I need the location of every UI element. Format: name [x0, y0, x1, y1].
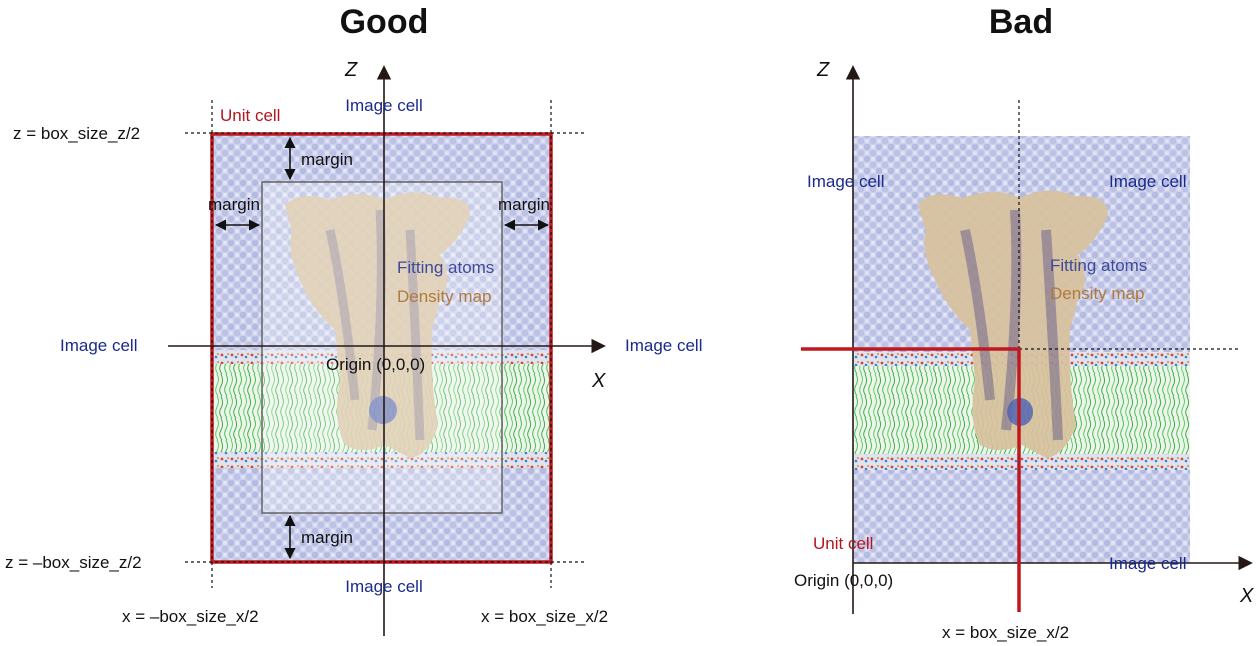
bad-axis-z-label: Z — [816, 59, 830, 81]
bad-image-cell-top-right: Image cell — [1109, 172, 1186, 191]
good-origin-label: Origin (0,0,0) — [326, 355, 425, 374]
bad-fitting-atoms-label: Fitting atoms — [1050, 256, 1147, 275]
bad-axis-x-label: X — [1239, 585, 1254, 607]
good-image-cell-left: Image cell — [60, 336, 137, 355]
bad-unit-cell-label: Unit cell — [813, 534, 873, 553]
good-boundary-guides — [185, 100, 586, 588]
good-density-map-label: Density map — [397, 287, 491, 306]
good-margin-right-label: margin — [498, 195, 550, 214]
good-x-right-label: x = box_size_x/2 — [481, 607, 608, 626]
good-x-left-label: x = –box_size_x/2 — [122, 607, 259, 626]
good-margin-left-label: margin — [208, 195, 260, 214]
good-panel: Good Z X — [5, 3, 702, 636]
good-image-cell-top: Image cell — [345, 96, 422, 115]
bad-boundary-guides — [1018, 100, 1240, 350]
good-margin-arrows — [214, 136, 550, 560]
bad-panel: Bad Z X Image cell Image cell Image c — [794, 3, 1254, 642]
good-fitting-atoms-label: Fitting atoms — [397, 258, 494, 277]
good-image-cell-bottom: Image cell — [345, 577, 422, 596]
good-unit-cell-label: Unit cell — [220, 106, 280, 125]
good-margin-bottom-label: margin — [301, 528, 353, 547]
good-axis-x-label: X — [591, 370, 606, 392]
bad-image-cell-top-left: Image cell — [807, 172, 884, 191]
bad-unit-cell-border — [801, 347, 1021, 612]
bad-density-map-label: Density map — [1050, 284, 1144, 303]
good-fitting-box — [261, 181, 503, 514]
bad-protein — [918, 190, 1108, 458]
good-z-top-label: z = box_size_z/2 — [13, 124, 140, 143]
good-axis-z-label: Z — [344, 59, 358, 81]
bad-image-cell-bottom-right: Image cell — [1109, 554, 1186, 573]
good-z-bottom-label: z = –box_size_z/2 — [5, 553, 142, 572]
bad-title: Bad — [989, 3, 1053, 41]
good-margin-top-label: margin — [301, 150, 353, 169]
good-image-cell-right: Image cell — [625, 336, 702, 355]
good-protein — [285, 192, 470, 458]
bad-origin-label: Origin (0,0,0) — [794, 571, 893, 590]
good-title: Good — [340, 3, 429, 41]
bad-x-half-label: x = box_size_x/2 — [942, 623, 1069, 642]
good-simulation-system — [210, 132, 553, 564]
